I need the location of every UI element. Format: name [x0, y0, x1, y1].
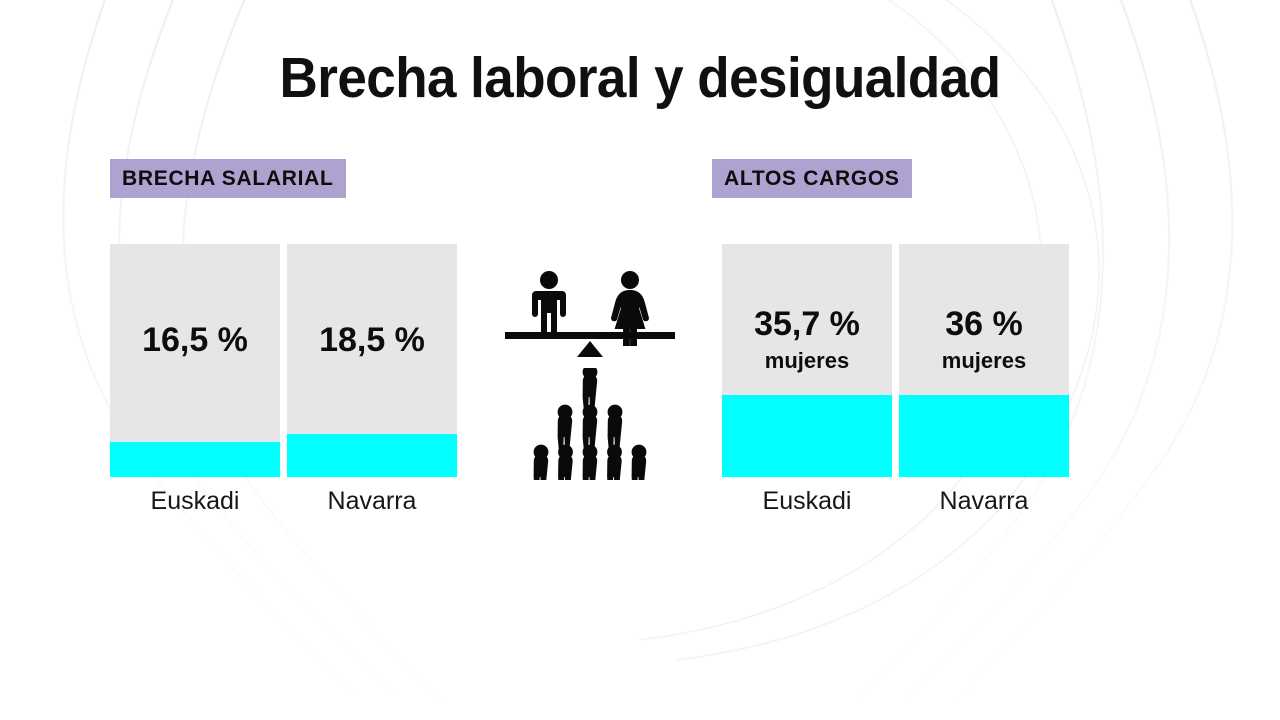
bar-column-salarial-navarra[interactable]: 18,5 % Navarra	[287, 244, 457, 540]
people-pyramid-icon	[533, 368, 647, 480]
section-badge-brecha-salarial: BRECHA SALARIAL	[110, 159, 346, 198]
bar-sub-label: mujeres	[941, 348, 1027, 373]
bar-caption: Euskadi	[150, 487, 240, 515]
bar-value: 36 %	[945, 305, 1023, 343]
chart-group-altos-cargos: 35,7 % mujeres Euskadi 36 % mujeres Nava…	[722, 244, 1070, 540]
bar-column-cargos-navarra[interactable]: 36 % mujeres Navarra	[899, 244, 1069, 540]
bar-track	[110, 244, 280, 477]
page-title: Brecha laboral y desigualdad	[279, 46, 1001, 110]
bar-fill-cyan	[110, 442, 280, 477]
bar-value: 16,5 %	[142, 321, 248, 359]
bar-caption: Euskadi	[762, 487, 852, 515]
bar-value: 35,7 %	[754, 305, 860, 343]
section-badge-altos-cargos: ALTOS CARGOS	[712, 159, 912, 198]
bar-column-salarial-euskadi[interactable]: 16,5 % Euskadi	[110, 244, 280, 540]
gender-balance-seesaw-icon	[505, 271, 675, 357]
bar-caption: Navarra	[939, 487, 1029, 515]
bar-label-block: 36 % mujeres	[899, 304, 1069, 376]
bar-column-cargos-euskadi[interactable]: 35,7 % mujeres Euskadi	[722, 244, 892, 540]
bar-label-block: 18,5 %	[287, 320, 457, 360]
bar-caption: Navarra	[327, 487, 417, 515]
bar-fill-cyan	[287, 434, 457, 477]
bar-fill-cyan	[899, 395, 1069, 477]
bar-value: 18,5 %	[319, 321, 425, 359]
bar-sub-label: mujeres	[764, 348, 850, 373]
bar-fill-cyan	[722, 395, 892, 477]
chart-group-brecha-salarial: 16,5 % Euskadi 18,5 % Navarra	[110, 244, 458, 540]
center-illustration	[505, 258, 675, 484]
bar-label-block: 35,7 % mujeres	[722, 304, 892, 376]
bar-track	[287, 244, 457, 477]
bar-label-block: 16,5 %	[110, 320, 280, 360]
